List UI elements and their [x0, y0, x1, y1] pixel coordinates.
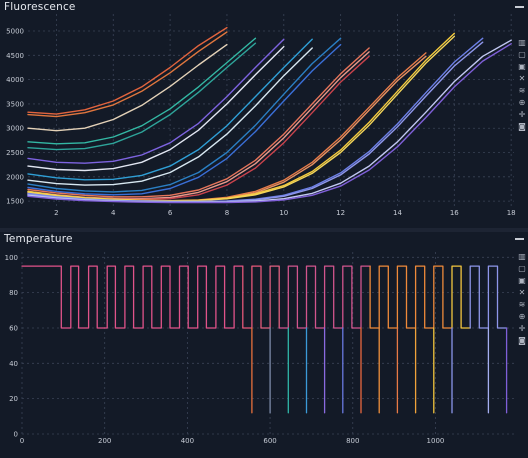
y-tick-label: 4000	[6, 76, 24, 84]
y-tick-label: 60	[9, 324, 18, 332]
x-tick-label: 600	[263, 437, 276, 445]
fluorescence-panel: 2 4 6 8 10 12 14 16 18 1500 2000 2500 3000 3500 4000 45…	[0, 0, 528, 228]
y-tick-label: 0	[14, 431, 18, 439]
bar-chart-icon[interactable]: ▥	[518, 38, 526, 47]
x-tick-label: 18	[507, 209, 516, 217]
y-tick-label: 2000	[6, 173, 24, 181]
square-icon[interactable]: ▢	[518, 50, 526, 59]
x-tick-label: 800	[346, 437, 359, 445]
temperature-series-line-16[interactable]	[451, 265, 471, 329]
zoom-icon[interactable]: ⊕	[518, 312, 526, 321]
fluorescence-series-line-0[interactable]	[27, 26, 228, 115]
fluorescence-series-line-4[interactable]	[27, 42, 257, 151]
fluorescence-series-line-20[interactable]	[27, 39, 512, 203]
fluorescence-series-line-7[interactable]	[27, 38, 313, 181]
temperature-series-line-3[interactable]	[260, 265, 280, 329]
x-tick-label: 1000	[427, 437, 445, 445]
temperature-toolbar: ▥ ▢ ▣ ✕ ≋ ⊕ ✛ ◙	[517, 252, 527, 348]
y-tick-label: 4500	[6, 52, 24, 60]
y-tick-label: 80	[9, 289, 18, 297]
camera-icon[interactable]: ◙	[518, 336, 526, 345]
fluorescence-title: Fluorescence	[4, 1, 76, 13]
x-tick-label: 8	[225, 209, 229, 217]
fluorescence-series-line-21[interactable]	[27, 43, 512, 204]
pan-icon[interactable]: ✛	[518, 110, 526, 119]
fluorescence-chart[interactable]: 2 4 6 8 10 12 14 16 18 1500 2000 2500 3000 3500 4000 45…	[0, 0, 528, 228]
x-tick-label: 200	[98, 437, 111, 445]
x-tick-label: 400	[181, 437, 194, 445]
fluorescence-series-line-5[interactable]	[27, 38, 285, 164]
bar-chart-icon[interactable]: ▥	[518, 252, 526, 261]
minimize-icon[interactable]	[515, 238, 524, 240]
layers-icon[interactable]: ≋	[518, 86, 526, 95]
temperature-series-line-0[interactable]	[21, 265, 244, 329]
y-tick-label: 2500	[6, 149, 24, 157]
x-tick-label: 2	[54, 209, 58, 217]
fluorescence-series-line-6[interactable]	[27, 45, 285, 172]
minimize-icon[interactable]	[515, 6, 524, 8]
fluorescence-series-line-1[interactable]	[27, 31, 228, 118]
y-tick-label: 100	[5, 254, 18, 262]
x-tick-label: 0	[20, 437, 24, 445]
panel-divider	[0, 228, 528, 232]
x-tick-label: 16	[450, 209, 459, 217]
temperature-series-line-1[interactable]	[242, 265, 262, 329]
pan-icon[interactable]: ✛	[518, 324, 526, 333]
filled-square-icon[interactable]: ▣	[518, 276, 526, 285]
temperature-series-line-5[interactable]	[278, 265, 371, 329]
temperature-series-line-10[interactable]	[369, 265, 453, 329]
layers-icon[interactable]: ≋	[518, 300, 526, 309]
fluorescence-toolbar: ▥ ▢ ▣ ✕ ≋ ⊕ ✛ ◙	[517, 38, 527, 134]
crosshair-icon[interactable]: ✕	[518, 288, 526, 297]
fluorescence-series-line-3[interactable]	[27, 37, 257, 145]
fluorescence-series-line-16[interactable]	[27, 32, 455, 202]
temperature-title: Temperature	[4, 233, 73, 245]
zoom-icon[interactable]: ⊕	[518, 98, 526, 107]
x-tick-label: 10	[279, 209, 288, 217]
y-tick-label: 3500	[6, 100, 24, 108]
temperature-chart[interactable]: 0 200 400 600 800 1000 0 20 40 60 80 100	[0, 232, 528, 458]
x-tick-label: 6	[168, 209, 173, 217]
y-tick-label: 1500	[6, 198, 24, 206]
y-tick-label: 20	[9, 395, 18, 403]
fluorescence-series-line-8[interactable]	[27, 47, 313, 186]
camera-icon[interactable]: ◙	[518, 122, 526, 131]
x-tick-label: 12	[336, 209, 345, 217]
y-tick-label: 40	[9, 360, 18, 368]
filled-square-icon[interactable]: ▣	[518, 62, 526, 71]
temperature-panel: 0 200 400 600 800 1000 0 20 40 60 80 100 Temperatur…	[0, 232, 528, 458]
y-tick-label: 5000	[6, 28, 24, 36]
temperature-series-line-18[interactable]	[469, 265, 508, 329]
x-tick-label: 14	[393, 209, 402, 217]
fluorescence-series-line-11[interactable]	[27, 47, 370, 198]
square-icon[interactable]: ▢	[518, 264, 526, 273]
fluorescence-series-line-9[interactable]	[27, 37, 342, 193]
fluorescence-series-line-2[interactable]	[27, 43, 228, 132]
y-tick-label: 3000	[6, 125, 24, 133]
fluorescence-series-line-10[interactable]	[27, 43, 342, 196]
x-tick-label: 4	[111, 209, 116, 217]
crosshair-icon[interactable]: ✕	[518, 74, 526, 83]
